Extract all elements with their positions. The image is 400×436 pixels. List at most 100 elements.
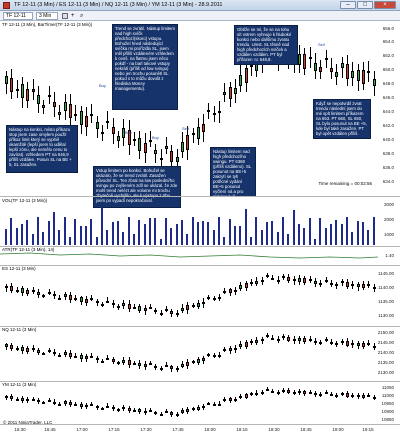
maximize-button[interactable]: □: [357, 1, 373, 9]
interval-selector[interactable]: 3 Min: [36, 12, 58, 20]
candle-body: [26, 290, 30, 295]
candle-body: [90, 114, 94, 117]
candle-body: [223, 399, 227, 402]
candle-body: [10, 396, 14, 400]
ym-tick: 11000: [381, 393, 394, 398]
sell-marker: Sell: [318, 42, 325, 47]
close-button[interactable]: ×: [374, 1, 396, 9]
candle-wick: [149, 131, 151, 147]
candle-body: [335, 395, 339, 398]
volume-bar: [351, 232, 354, 245]
candle-body: [346, 393, 350, 397]
candle-body: [362, 394, 365, 398]
candle-body: [68, 103, 72, 119]
candle-body: [90, 404, 94, 407]
candle-body: [20, 346, 24, 352]
volume-bar: [170, 227, 173, 245]
candle-body: [250, 341, 254, 344]
volume-bar: [330, 223, 333, 245]
panel-separator[interactable]: [0, 326, 400, 327]
bar-timer: Time remaining = 00:02:56: [318, 181, 373, 186]
price-tick: 652.0: [382, 53, 394, 58]
volume-bar: [42, 231, 45, 245]
candle-wick: [75, 295, 77, 301]
volume-bar: [106, 229, 109, 245]
instrument-selector[interactable]: TF 12-11: [3, 12, 33, 20]
panel-separator[interactable]: [0, 196, 400, 197]
candle-body: [36, 95, 40, 104]
candle-body: [276, 391, 280, 394]
candle-body: [68, 401, 72, 406]
panel-separator[interactable]: [0, 265, 400, 266]
candle-body: [218, 111, 222, 114]
candle-body: [330, 282, 334, 285]
panel-separator[interactable]: [0, 381, 400, 382]
candle-wick: [75, 402, 77, 406]
candle-body: [287, 390, 291, 394]
candle-body: [330, 67, 334, 72]
candle-body: [79, 403, 83, 407]
candle-body: [196, 406, 200, 410]
candle-body: [212, 355, 216, 358]
candle-body: [218, 354, 222, 357]
chart-area[interactable]: TF 12-11 (3 Min), BarTimer(TF 12-11 (3 M…: [0, 21, 400, 436]
candle-body: [180, 363, 184, 367]
candle-body: [228, 289, 232, 294]
volume-bar: [212, 229, 215, 245]
candle-body: [186, 408, 190, 413]
candle-body: [271, 391, 275, 394]
panel-separator[interactable]: [0, 246, 400, 247]
candle-wick: [91, 402, 93, 407]
candle-body: [122, 359, 126, 363]
volume-bar: [250, 236, 253, 245]
crosshair-icon[interactable]: +: [71, 13, 75, 19]
volume-bar: [244, 208, 247, 245]
volume-bar: [202, 220, 205, 245]
candle-body: [250, 64, 254, 67]
candle-body: [58, 354, 62, 357]
candle-body: [31, 289, 35, 292]
minimize-button[interactable]: –: [340, 1, 356, 9]
candle-body: [196, 359, 200, 363]
volume-bar: [276, 231, 279, 245]
volume-bar: [223, 236, 226, 245]
candle-body: [36, 400, 40, 403]
volume-bar: [282, 217, 285, 245]
candle-body: [74, 298, 78, 301]
time-tick: 19:15: [362, 427, 374, 432]
candle-body: [260, 339, 264, 342]
candle-body: [79, 354, 83, 359]
es-panel-label: ES 12-11 (3 Min): [2, 266, 36, 271]
candle-body: [116, 409, 120, 412]
candle-body: [298, 391, 302, 394]
volume-bar: [154, 217, 157, 245]
candle-body: [234, 289, 238, 292]
candle-body: [31, 88, 35, 92]
candle-body: [202, 301, 206, 305]
candle-wick: [165, 305, 167, 312]
note-text: Vstup limitem po konkci. Bohužel se ukáz…: [96, 168, 178, 203]
candle-wick: [149, 360, 151, 366]
candle-body: [244, 67, 248, 84]
volume-bar: [218, 217, 221, 245]
candle-body: [127, 360, 131, 365]
candle-body: [175, 413, 179, 416]
candle-body: [154, 411, 158, 414]
volume-bar: [127, 217, 130, 245]
volume-bar: [26, 219, 29, 245]
candle-body: [132, 409, 136, 412]
candle-body: [351, 71, 355, 78]
volume-bar: [298, 223, 301, 245]
candle-body: [138, 409, 142, 413]
candle-body: [132, 138, 136, 141]
candle-body: [282, 275, 286, 278]
candle-body: [148, 306, 152, 309]
candle-body: [106, 357, 110, 360]
candle-body: [244, 282, 248, 289]
zoom-icon[interactable]: ⌕: [80, 13, 84, 19]
candle-body: [292, 279, 296, 282]
candle-body: [170, 412, 174, 415]
time-tick: 17:45: [172, 427, 184, 432]
es-tick: 1135.00: [378, 299, 394, 304]
chart-tools-icon[interactable]: [62, 13, 68, 19]
